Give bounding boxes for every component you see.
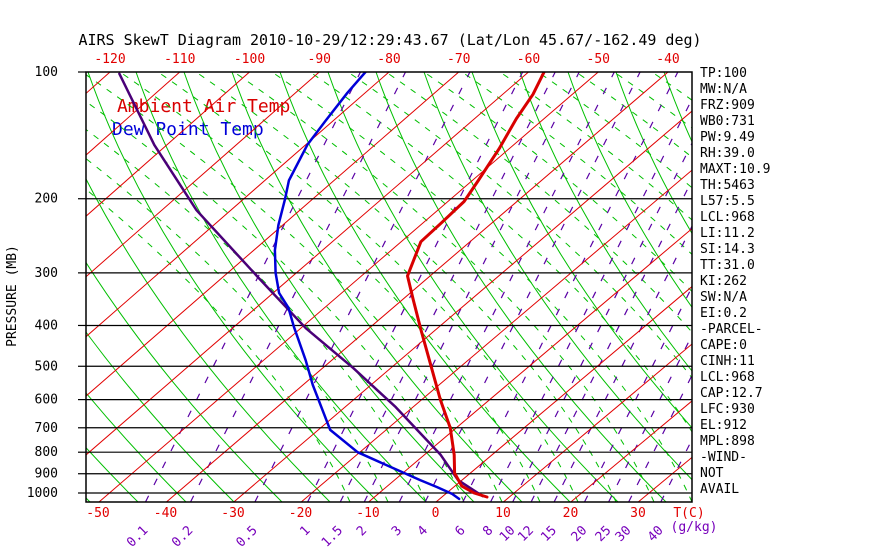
index-row: FRZ:909	[700, 98, 755, 113]
pressure-tick-label: 600	[35, 393, 58, 408]
mixing-ratio-tick-label: 20	[569, 523, 591, 545]
mixing-ratio-tick-label: 1	[297, 523, 313, 539]
index-row: LCL:968	[700, 370, 755, 385]
index-row: PW:9.49	[700, 130, 755, 145]
mixing-ratio-tick-label: 12	[515, 523, 537, 545]
mixing-ratio-tick-label: 40	[645, 523, 667, 545]
plot-area	[86, 72, 692, 502]
index-row: LFC:930	[700, 402, 755, 417]
index-row: CAPE:0	[700, 338, 747, 353]
index-row: AVAIL	[700, 482, 740, 497]
index-row: CINH:11	[700, 354, 755, 369]
mixing-ratio-tick-label: 8	[480, 523, 496, 539]
bottom-temp-tick-label: -50	[86, 506, 109, 521]
top-temp-tick-label: -120	[94, 52, 125, 67]
bottom-temp-axis-labels: -50 -40 -30 -20 -10 0 10 20 30 T(C)	[86, 506, 704, 521]
pressure-tick-label: 800	[35, 445, 58, 460]
bottom-temp-tick-label: -40	[154, 506, 177, 521]
index-row: SW:N/A	[700, 290, 747, 305]
index-row: MPL:898	[700, 434, 755, 449]
bottom-temp-tick-label: 0	[432, 506, 440, 521]
top-temp-tick-label: -110	[164, 52, 195, 67]
top-temp-tick-label: -50	[587, 52, 610, 67]
chart-title: AIRS SkewT Diagram 2010-10-29/12:29:43.6…	[78, 31, 702, 49]
mixing-ratio-tick-label: 0.5	[233, 523, 260, 550]
top-temp-axis-labels: -120 -110 -100 -90 -80 -70 -60 -50 -40	[94, 52, 679, 67]
index-row: LI:11.2	[700, 226, 755, 241]
top-temp-tick-label: -60	[517, 52, 540, 67]
pressure-tick-label: 200	[35, 192, 58, 207]
pressure-tick-label: 400	[35, 318, 58, 333]
index-row: EL:912	[700, 418, 747, 433]
top-temp-tick-label: -80	[377, 52, 400, 67]
mixing-ratio-tick-label: 0.1	[124, 523, 151, 550]
index-row: MW:N/A	[700, 82, 747, 97]
top-temp-tick-label: -100	[234, 52, 265, 67]
bottom-temp-tick-label: 10	[495, 506, 511, 521]
index-row: SI:14.3	[700, 242, 755, 257]
index-row: EI:0.2	[700, 306, 747, 321]
pressure-axis-title: PRESSURE (MB)	[5, 245, 20, 347]
index-row: LCL:968	[700, 210, 755, 225]
top-temp-tick-label: -40	[656, 52, 679, 67]
mixing-ratio-tick-label: 4	[415, 523, 431, 539]
mixing-ratio-tick-label: 15	[538, 523, 560, 545]
pressure-tick-label: 300	[35, 266, 58, 281]
pressure-axis-labels: 100 200 300 400 500 600 700 800 900 1000 PRESSURE …	[5, 65, 86, 501]
stability-indices-column: TP:100 MW:N/A FRZ:909 WB0:731 PW:9.49 RH:39.0…	[700, 66, 770, 498]
index-row: CAP:12.7	[700, 386, 763, 401]
bottom-temp-tick-label: 20	[563, 506, 579, 521]
dew-point-curve	[273, 72, 461, 501]
mixing-ratio-unit-label: (g/kg)	[671, 520, 718, 535]
bottom-temp-tick-label: -30	[221, 506, 244, 521]
plot-border	[85, 71, 693, 503]
mixing-ratio-tick-label: 6	[453, 523, 469, 539]
top-temp-tick-label: -70	[447, 52, 470, 67]
mixing-ratio-tick-label: 2	[354, 523, 370, 539]
index-row: MAXT:10.9	[700, 162, 771, 177]
mixing-ratio-tick-label: 25	[593, 523, 615, 545]
pressure-tick-label: 100	[35, 65, 58, 80]
bottom-temp-tick-label: 30	[630, 506, 646, 521]
mixing-ratio-tick-label: 1.5	[319, 523, 346, 550]
mixing-ratio-tick-label: 3	[389, 523, 405, 539]
bottom-temp-tick-label: -20	[289, 506, 312, 521]
pressure-tick-label: 500	[35, 359, 58, 374]
index-row: L57:5.5	[700, 194, 755, 209]
top-temp-tick-label: -90	[308, 52, 331, 67]
index-row: TP:100	[700, 66, 747, 81]
index-row: TH:5463	[700, 178, 755, 193]
pressure-tick-label: 700	[35, 421, 58, 436]
ambient-temp-curve	[406, 72, 546, 499]
index-row: RH:39.0	[700, 146, 755, 161]
mixing-ratio-tick-label: 0.2	[169, 523, 196, 550]
bottom-temp-tick-label: -10	[356, 506, 379, 521]
index-row: -PARCEL-	[700, 322, 763, 337]
index-row: NOT	[700, 466, 724, 481]
index-row: WB0:731	[700, 114, 755, 129]
index-row: -WIND-	[700, 450, 747, 465]
mixing-ratio-tick-label: 30	[613, 523, 635, 545]
index-row: TT:31.0	[700, 258, 755, 273]
pressure-tick-label: 1000	[27, 486, 58, 501]
parcel-curve	[118, 72, 484, 498]
index-row: KI:262	[700, 274, 747, 289]
pressure-tick-label: 900	[35, 467, 58, 482]
pressure-gridlines	[86, 198, 692, 494]
temp-axis-unit-label: T(C)	[673, 506, 704, 521]
